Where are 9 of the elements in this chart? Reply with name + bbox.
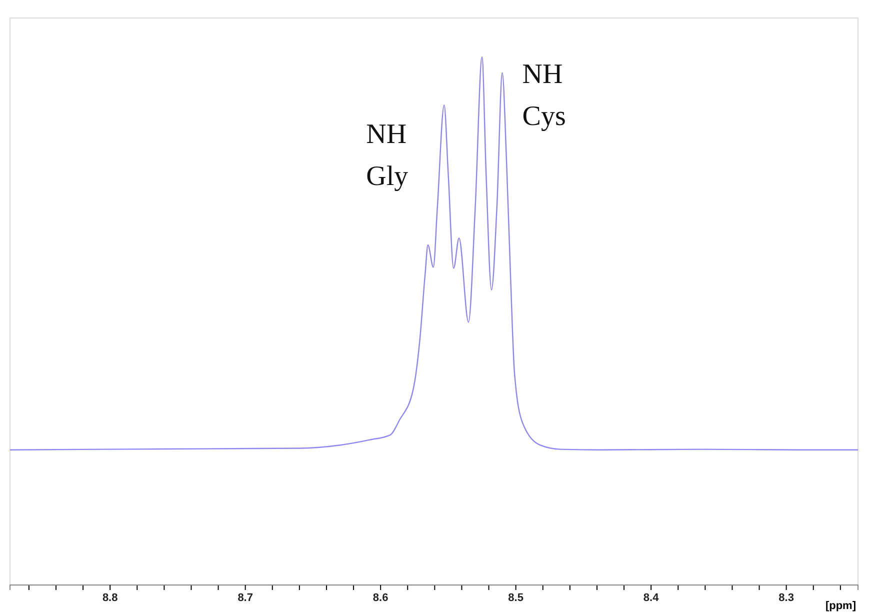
x-tick-label: 8.3 [778, 592, 794, 604]
x-tick-label: 8.7 [238, 592, 253, 604]
x-tick-label: 8.8 [102, 592, 118, 604]
x-tick-label: 8.4 [643, 592, 660, 604]
x-tick-label: 8.5 [508, 592, 524, 604]
annotation: NH Cys [522, 58, 566, 132]
annotation: NH Gly [366, 119, 408, 192]
x-axis-title: [ppm] [825, 600, 856, 612]
x-tick-label: 8.6 [372, 592, 388, 604]
